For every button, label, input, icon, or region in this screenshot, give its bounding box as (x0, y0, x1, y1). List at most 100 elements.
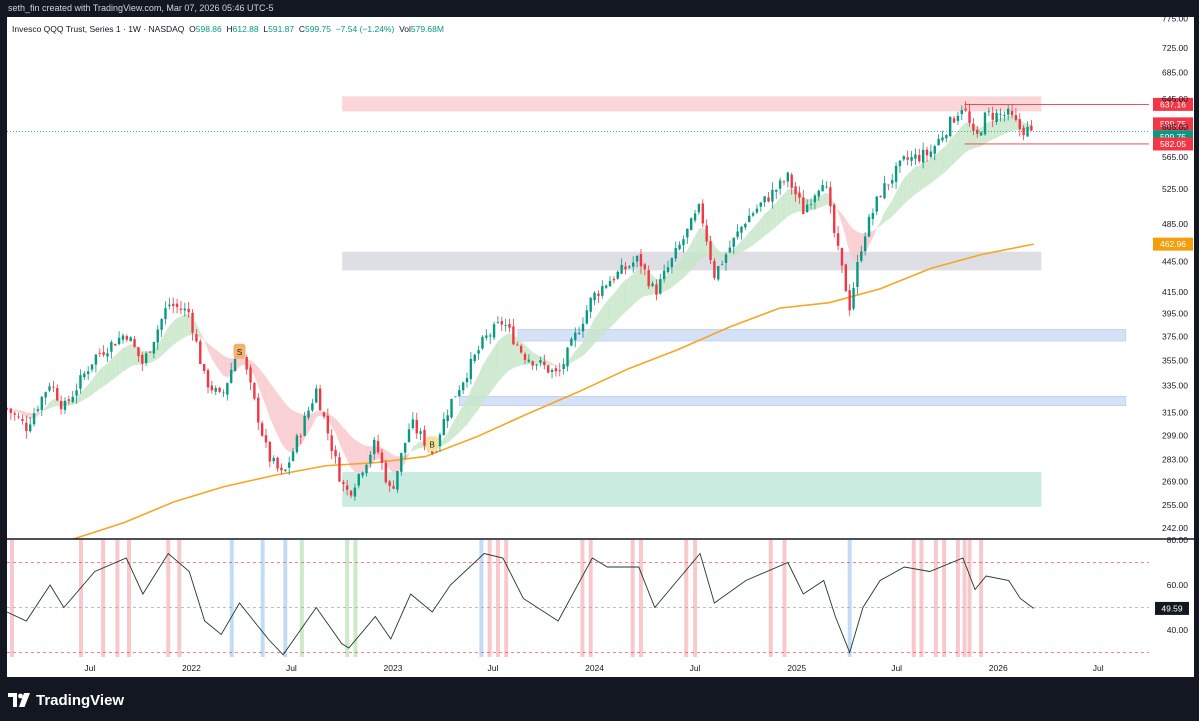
price-tick-label: 645.00 (1162, 94, 1188, 104)
candle-body (740, 226, 743, 233)
candle-body (369, 454, 372, 464)
ribbon-segment (698, 227, 703, 261)
candle (315, 384, 318, 404)
ribbon-segment (22, 410, 27, 418)
candle (83, 370, 86, 381)
candle (25, 415, 28, 439)
candle (744, 222, 747, 231)
candle (338, 452, 341, 483)
candle-body (717, 266, 720, 280)
price-label-box (1153, 117, 1193, 131)
time-tick-label: 2026 (989, 663, 1008, 673)
ribbon-segment (308, 413, 313, 433)
candle (52, 380, 55, 393)
candle-body (199, 341, 202, 365)
time-axis: Jul 2022 Jul 2023 Jul 2024 Jul 2025 Jul 2026 Jul (84, 663, 1103, 673)
candle-body (674, 248, 677, 259)
candle (423, 425, 426, 451)
time-tick-label: 2023 (384, 663, 403, 673)
candle (674, 241, 677, 262)
ribbon-segment (555, 364, 560, 367)
ribbon-segment (211, 346, 216, 366)
candle (670, 257, 674, 274)
candle-body (17, 416, 20, 418)
candle-body (570, 338, 573, 346)
candle (918, 148, 921, 164)
candle (639, 248, 643, 274)
candle-body (485, 335, 488, 338)
ribbon-segment (621, 280, 626, 316)
candle-body (342, 482, 345, 484)
ribbon-segment (934, 151, 939, 181)
candle-body (852, 287, 855, 309)
candle (755, 204, 759, 215)
candle (1030, 119, 1033, 131)
candle (562, 358, 565, 375)
ribbon-segment (791, 188, 796, 215)
candle-body (863, 236, 867, 252)
osc-band-red (782, 540, 787, 657)
candle-body (25, 422, 28, 432)
candle (589, 296, 592, 319)
candle-body (454, 396, 457, 398)
candle-body (659, 279, 662, 294)
candle (361, 471, 364, 479)
candle (898, 160, 902, 173)
candle (349, 489, 353, 499)
ribbon-segment (923, 160, 928, 189)
ribbon-segment (122, 346, 127, 372)
candle-body (701, 203, 705, 224)
ribbon-segment (691, 236, 696, 270)
candle-body (879, 196, 882, 198)
candle-body (1022, 127, 1025, 136)
candle (632, 256, 635, 273)
candle (686, 228, 689, 244)
candle (376, 434, 380, 455)
candle-body (562, 364, 565, 369)
ribbon-segment (683, 249, 688, 279)
ribbon-segment (629, 273, 634, 309)
candle-body (504, 325, 507, 326)
candle (945, 134, 948, 143)
candle-body (206, 370, 210, 388)
candle-body (1010, 110, 1014, 116)
candle (535, 363, 538, 371)
candle (36, 405, 40, 413)
candle-body (682, 239, 685, 246)
candle-body (585, 310, 589, 324)
osc-tick-label: 80.00 (1167, 535, 1189, 545)
tradingview-logo[interactable]: TradingView (8, 690, 124, 710)
ribbon-segment (633, 269, 638, 305)
candle-body (438, 434, 442, 447)
ribbon-segment (18, 409, 23, 415)
candle (875, 196, 878, 216)
time-tick-label: Jul (286, 663, 297, 673)
candle-body (461, 382, 465, 391)
ribbon-segment (126, 344, 131, 370)
candle-body (36, 409, 40, 412)
candle-body (705, 225, 708, 242)
candle (972, 118, 975, 136)
price-tick-label: 315.00 (1162, 408, 1188, 418)
candle (125, 334, 129, 343)
candle (771, 182, 774, 209)
candle-body (921, 149, 925, 163)
ribbon-segment (776, 197, 781, 227)
candle (369, 451, 372, 468)
ribbon-segment (497, 337, 502, 383)
candle-body (933, 146, 936, 154)
ribbon-segment (938, 148, 943, 178)
candle-body (361, 472, 364, 476)
candle (956, 111, 960, 126)
candle-body (798, 192, 801, 198)
candle (94, 353, 98, 373)
legend-open-label: O (189, 24, 196, 34)
ribbon-segment (343, 427, 348, 461)
time-tick-label: Jul (891, 663, 902, 673)
candle (465, 372, 469, 388)
ribbon-segment (258, 367, 263, 397)
zones-layer (342, 96, 1127, 507)
candle-body (887, 184, 890, 186)
